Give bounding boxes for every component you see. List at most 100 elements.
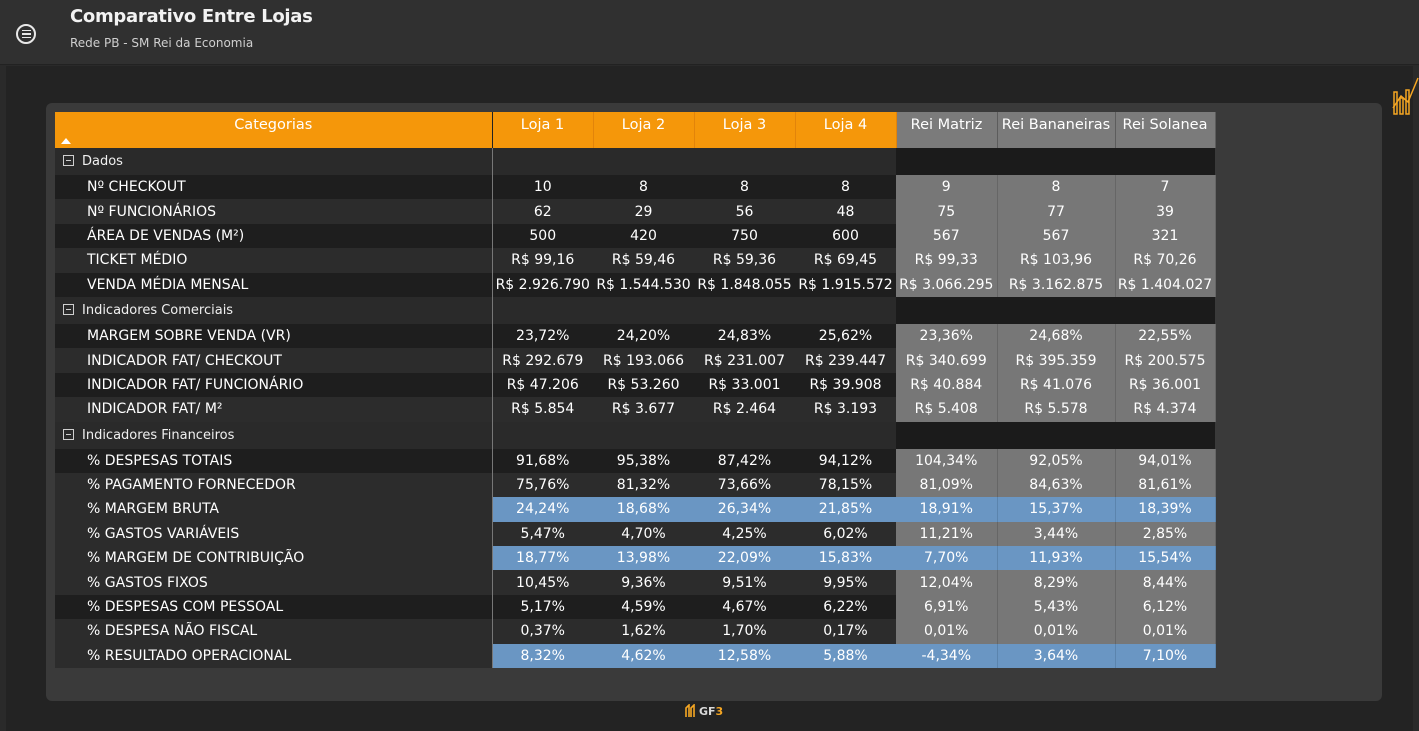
row-label: VENDA MÉDIA MENSAL [55,272,493,297]
row-label: % GASTOS VARIÁVEIS [55,521,493,547]
table-cell: R$ 4.374 [1115,397,1216,422]
table-cell: 8 [593,175,694,200]
table-cell: 29 [593,199,694,224]
table-row[interactable]: % DESPESAS COM PESSOAL 5,17% 4,59% 4,67% 6,2… [55,594,1216,620]
minus-square-icon[interactable] [63,155,74,166]
group-header[interactable]: Dados [55,148,493,175]
table-cell: 8,44% [1115,570,1216,595]
table-cell: 567 [997,223,1116,249]
table-cell: R$ 59,46 [593,248,694,273]
comparison-table: Categorias Loja 1 Loja 2 Loja 3 Loja 4 R… [55,112,1216,669]
table-row[interactable]: INDICADOR FAT/ M² R$ 5.854 R$ 3.677 R$ 2.46… [55,397,1216,422]
table-cell: 23,72% [492,323,593,349]
column-header-loja-2[interactable]: Loja 2 [593,112,695,148]
logo-mark-icon [685,704,695,717]
table-cell: R$ 69,45 [795,248,896,273]
table-cell: 104,34% [896,448,998,473]
table-row[interactable]: % GASTOS FIXOS 10,45% 9,36% 9,51% 9,95% 12,04… [55,570,1216,595]
table-row[interactable]: INDICADOR FAT/ FUNCIONÁRIO R$ 47.206 R$ 53… [55,372,1216,398]
table-row[interactable]: TICKET MÉDIO R$ 99,16 R$ 59,46 R$ 59,36 R$ 6… [55,248,1216,273]
group-name: Indicadores Comerciais [82,302,234,318]
table-row[interactable]: % MARGEM BRUTA 24,24% 18,68% 26,34% 21,85% 18… [55,497,1216,522]
group-header[interactable]: Indicadores Comerciais [55,296,493,324]
table-cell: 9 [896,175,998,200]
table-cell: 15,54% [1115,546,1216,571]
table-cell: 95,38% [593,448,694,473]
group-empty-cell [593,148,694,175]
column-header-rei-matriz[interactable]: Rei Matriz [896,112,998,148]
table-cell: 4,62% [593,643,694,669]
page-title: Comparativo Entre Lojas [70,6,313,27]
table-cell: 2,85% [1115,521,1216,547]
bar-chart-icon[interactable] [1391,72,1419,120]
table-cell: 78,15% [795,472,896,498]
table-cell: R$ 395.359 [997,348,1116,373]
table-cell: 6,12% [1115,594,1216,620]
minus-square-icon[interactable] [63,303,74,315]
table-row[interactable]: Nº FUNCIONÁRIOS 62 29 56 48 75 77 39 [55,199,1216,224]
table-cell: 6,22% [795,594,896,620]
table-row[interactable]: % RESULTADO OPERACIONAL 8,32% 4,62% 12,58% 5… [55,643,1216,669]
table-row[interactable]: % DESPESA NÃO FISCAL 0,37% 1,62% 1,70% 0,17%… [55,619,1216,644]
table-row[interactable]: ÁREA DE VENDAS (M²) 500 420 750 600 567 567 321 [55,223,1216,249]
table-cell: R$ 1.544.530 [593,272,694,297]
table-cell: 9,51% [694,570,795,595]
table-cell: 0,01% [997,619,1116,644]
table-cell: 3,44% [997,521,1116,547]
table-cell: 0,17% [795,619,896,644]
table-cell: R$ 3.677 [593,397,694,422]
page-subtitle: Rede PB - SM Rei da Economia [70,36,254,50]
group-empty-cell [997,148,1115,175]
group-name: Indicadores Financeiros [82,427,235,443]
table-row[interactable]: % GASTOS VARIÁVEIS 5,47% 4,70% 4,25% 6,02% 11… [55,521,1216,547]
column-header-loja-3[interactable]: Loja 3 [694,112,796,148]
table-cell: 81,09% [896,472,998,498]
table-row[interactable]: Nº CHECKOUT 10 8 8 8 9 8 7 [55,175,1216,200]
table-row[interactable]: INDICADOR FAT/ CHECKOUT R$ 292.679 R$ 193.… [55,348,1216,373]
sort-ascending-icon[interactable] [61,138,71,144]
table-cell: 8 [694,175,795,200]
group-empty-cell [896,421,997,449]
table-cell: 15,37% [997,497,1116,522]
column-header-label: Categorias [234,117,313,133]
table-cell: 12,58% [694,643,795,669]
table-cell: 81,61% [1115,472,1216,498]
group-header[interactable]: Indicadores Financeiros [55,421,493,449]
minus-square-icon[interactable] [63,428,74,440]
table-cell: 11,93% [997,546,1116,571]
table-cell: 5,43% [997,594,1116,620]
table-row[interactable]: MARGEM SOBRE VENDA (VR) 23,72% 24,20% 24,83… [55,323,1216,349]
table-cell: R$ 70,26 [1115,248,1216,273]
table-cell: 94,01% [1115,448,1216,473]
table-cell: 10,45% [492,570,593,595]
table-cell: 5,47% [492,521,593,547]
table-cell: 21,85% [795,497,896,522]
column-header-rei-bananeiras[interactable]: Rei Bananeiras [997,112,1116,148]
row-label: MARGEM SOBRE VENDA (VR) [55,323,493,349]
column-header-categorias[interactable]: Categorias [55,112,493,148]
column-header-loja-1[interactable]: Loja 1 [492,112,594,148]
table-cell: R$ 47.206 [492,372,593,398]
group-empty-cell [795,148,896,175]
group-row[interactable]: Dados [55,148,1215,175]
table-cell: 6,91% [896,594,998,620]
table-cell: R$ 36.001 [1115,372,1216,398]
group-empty-cell [795,421,896,449]
table-cell: 18,77% [492,546,593,571]
column-header-rei-solanea[interactable]: Rei Solanea [1115,112,1216,148]
group-empty-cell [492,421,593,449]
table-row[interactable]: % PAGAMENTO FORNECEDOR 75,76% 81,32% 73,66%… [55,472,1216,498]
table-row[interactable]: % DESPESAS TOTAIS 91,68% 95,38% 87,42% 94,12… [55,448,1216,473]
table-cell: 7 [1115,175,1216,200]
table-cell: 0,01% [1115,619,1216,644]
table-row[interactable]: VENDA MÉDIA MENSAL R$ 2.926.790 R$ 1.544.5… [55,272,1216,297]
table-row[interactable]: % MARGEM DE CONTRIBUIÇÃO 18,77% 13,98% 22,0… [55,546,1216,571]
group-row[interactable]: Indicadores Financeiros [55,421,1215,449]
group-row[interactable]: Indicadores Comerciais [55,296,1215,324]
row-label: % DESPESAS TOTAIS [55,448,493,473]
column-header-loja-4[interactable]: Loja 4 [795,112,897,148]
table-cell: 48 [795,199,896,224]
group-empty-cell [795,296,896,324]
table-cell: 23,36% [896,323,998,349]
menu-circle-icon[interactable] [16,24,36,44]
